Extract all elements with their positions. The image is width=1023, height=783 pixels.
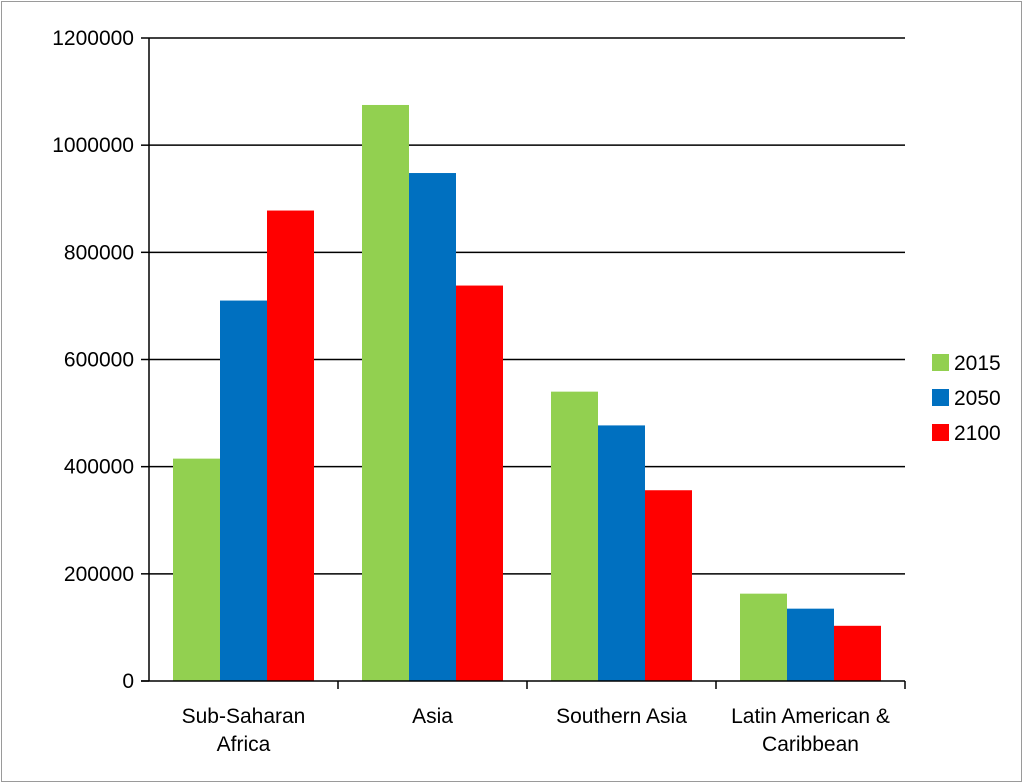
bar-2100	[456, 285, 503, 681]
legend-label-2100: 2100	[954, 422, 1001, 445]
x-category-label: Africa	[217, 733, 271, 756]
bar-2050	[220, 300, 267, 681]
bar-2015	[551, 391, 598, 681]
x-category-label: Asia	[412, 705, 453, 728]
bar-2100	[645, 490, 692, 681]
axes	[141, 37, 906, 689]
bar-2015	[173, 458, 220, 681]
x-category-label: Sub-Saharan	[182, 705, 306, 728]
bars	[173, 104, 881, 681]
y-tick-label: 1000000	[52, 134, 134, 157]
bar-2050	[409, 173, 456, 681]
y-tick-label: 600000	[64, 349, 134, 372]
x-axis-category-labels: Sub-Saharan Africa Asia Southern Asia Latin …	[182, 705, 890, 756]
y-tick-label: 800000	[64, 241, 134, 264]
legend-swatch-2100	[932, 424, 949, 441]
legend-swatch-2015	[932, 354, 949, 371]
x-category-label: Caribbean	[762, 733, 859, 756]
y-tick-label: 1200000	[52, 27, 134, 50]
y-axis-tick-labels: 0 200000 400000 600000 800000 1000000 1200000	[52, 27, 134, 693]
bar-2015	[740, 593, 787, 681]
legend-label-2050: 2050	[954, 387, 1001, 410]
bar-2050	[787, 608, 834, 681]
x-category-label: Southern Asia	[556, 705, 687, 728]
y-tick-label: 200000	[64, 563, 134, 586]
legend: 2015 2050 2100	[932, 352, 1001, 445]
bar-2100	[267, 210, 314, 681]
bar-2100	[834, 625, 881, 681]
bar-2015	[362, 104, 409, 681]
y-tick-label: 0	[122, 670, 134, 693]
legend-label-2015: 2015	[954, 352, 1001, 375]
y-tick-label: 400000	[64, 456, 134, 479]
legend-swatch-2050	[932, 389, 949, 406]
x-category-label: Latin American &	[731, 705, 890, 728]
bar-2050	[598, 425, 645, 681]
